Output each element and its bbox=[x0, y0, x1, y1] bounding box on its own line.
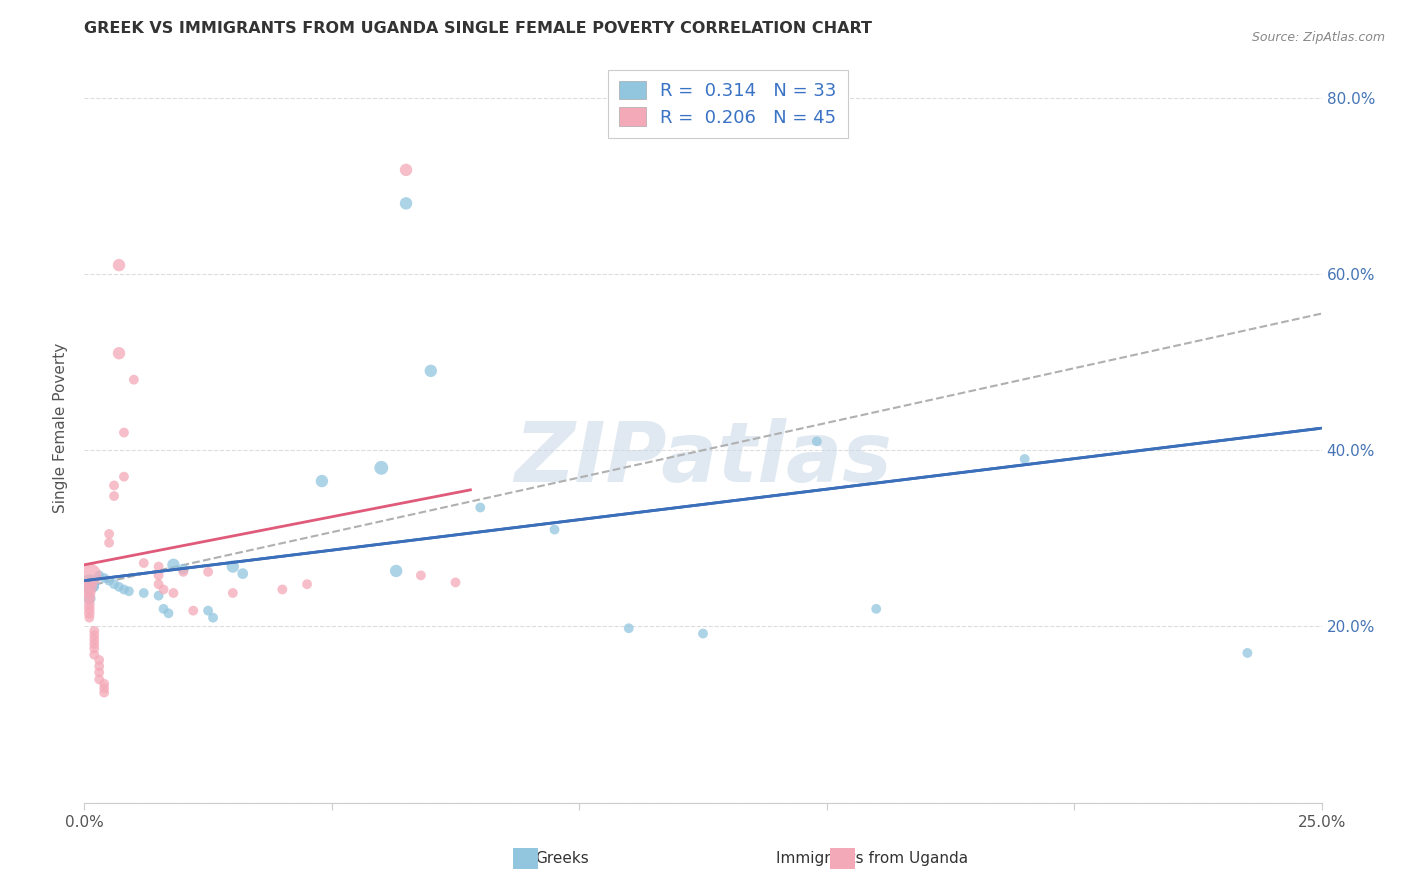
Point bbox=[89, 568, 111, 582]
Text: Immigrants from Uganda: Immigrants from Uganda bbox=[776, 851, 967, 865]
Y-axis label: Single Female Poverty: Single Female Poverty bbox=[53, 343, 69, 513]
Point bbox=[172, 562, 194, 576]
Point bbox=[83, 624, 105, 638]
Point bbox=[93, 571, 115, 585]
Text: Source: ZipAtlas.com: Source: ZipAtlas.com bbox=[1251, 31, 1385, 45]
Point bbox=[79, 607, 101, 621]
Point bbox=[295, 577, 318, 591]
Point bbox=[83, 580, 105, 594]
Point bbox=[1236, 646, 1258, 660]
Point bbox=[132, 586, 155, 600]
Point bbox=[444, 575, 467, 590]
Point bbox=[98, 527, 121, 541]
Legend: R =  0.314   N = 33, R =  0.206   N = 45: R = 0.314 N = 33, R = 0.206 N = 45 bbox=[607, 70, 848, 137]
Point bbox=[122, 373, 145, 387]
Point bbox=[543, 523, 565, 537]
Point bbox=[103, 478, 125, 492]
Point bbox=[395, 196, 418, 211]
Point bbox=[370, 460, 392, 475]
Point bbox=[103, 577, 125, 591]
Point bbox=[79, 591, 101, 606]
Point bbox=[692, 626, 714, 640]
Point bbox=[148, 577, 170, 591]
Point bbox=[181, 604, 204, 618]
Point bbox=[271, 582, 294, 597]
Text: Greeks: Greeks bbox=[536, 851, 589, 865]
Point bbox=[93, 677, 115, 691]
Point bbox=[79, 610, 101, 624]
Point bbox=[108, 346, 131, 360]
Point bbox=[172, 565, 194, 579]
Point bbox=[311, 474, 333, 488]
Point bbox=[865, 602, 887, 616]
Point bbox=[98, 535, 121, 549]
Text: GREEK VS IMMIGRANTS FROM UGANDA SINGLE FEMALE POVERTY CORRELATION CHART: GREEK VS IMMIGRANTS FROM UGANDA SINGLE F… bbox=[84, 21, 872, 36]
Point bbox=[409, 568, 432, 582]
Point bbox=[108, 258, 131, 272]
Point bbox=[152, 602, 174, 616]
Point bbox=[83, 632, 105, 647]
Point bbox=[93, 685, 115, 699]
Point bbox=[79, 577, 101, 591]
Point bbox=[89, 659, 111, 673]
Point bbox=[157, 607, 180, 621]
Point bbox=[89, 665, 111, 680]
Point bbox=[89, 673, 111, 687]
Point bbox=[1014, 452, 1036, 467]
Point bbox=[93, 681, 115, 696]
Point bbox=[232, 566, 254, 581]
Point bbox=[470, 500, 492, 515]
Point bbox=[112, 469, 135, 483]
Point bbox=[148, 568, 170, 582]
Point bbox=[132, 556, 155, 570]
Point bbox=[162, 558, 184, 572]
Point bbox=[152, 582, 174, 597]
Point bbox=[197, 604, 219, 618]
Point bbox=[148, 559, 170, 574]
Point bbox=[79, 602, 101, 616]
Point bbox=[222, 586, 245, 600]
Point bbox=[162, 586, 184, 600]
Point bbox=[112, 425, 135, 440]
Point bbox=[112, 582, 135, 597]
Point bbox=[79, 580, 101, 594]
Point bbox=[79, 586, 101, 600]
Point bbox=[103, 489, 125, 503]
Point bbox=[118, 584, 141, 599]
Point bbox=[385, 564, 408, 578]
Point bbox=[108, 580, 131, 594]
Point bbox=[806, 434, 828, 449]
Point bbox=[395, 162, 418, 177]
Point bbox=[148, 589, 170, 603]
Text: ZIPatlas: ZIPatlas bbox=[515, 417, 891, 499]
Point bbox=[79, 591, 101, 606]
Point bbox=[79, 568, 101, 582]
Point bbox=[89, 653, 111, 667]
Point bbox=[83, 641, 105, 656]
Point bbox=[222, 559, 245, 574]
Point bbox=[79, 598, 101, 612]
Point bbox=[83, 628, 105, 642]
Point bbox=[83, 648, 105, 662]
Point bbox=[419, 364, 441, 378]
Point bbox=[83, 637, 105, 651]
Point bbox=[197, 565, 219, 579]
Point bbox=[202, 610, 225, 624]
Point bbox=[617, 621, 640, 635]
Point bbox=[98, 574, 121, 588]
